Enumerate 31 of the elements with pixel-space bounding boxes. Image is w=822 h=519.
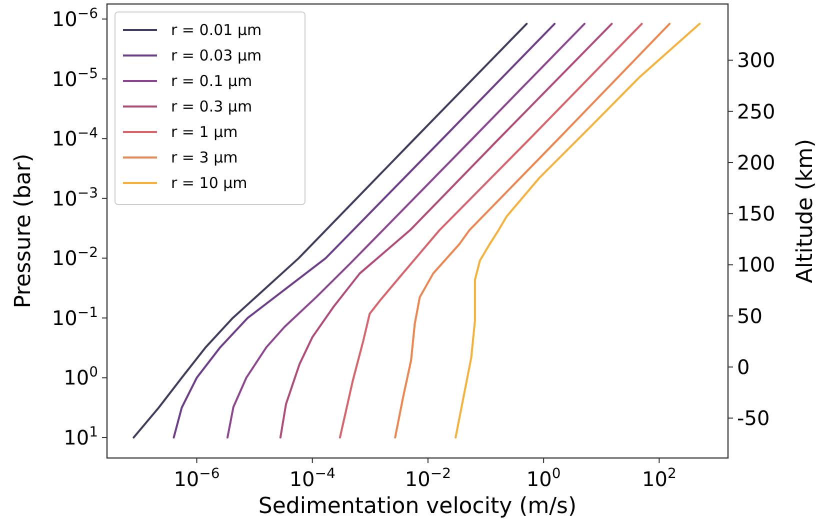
y-axis-title: Pressure (bar) bbox=[11, 154, 36, 308]
y2-tick-label: 100 bbox=[737, 252, 776, 277]
y2-tick-label: 250 bbox=[737, 99, 776, 124]
y-tick-label: 10$^{−5}$ bbox=[52, 66, 98, 91]
legend-label: r = 0.1 μm bbox=[171, 72, 252, 90]
y2-tick-label: 200 bbox=[737, 150, 776, 174]
legend-label: r = 10 μm bbox=[171, 174, 248, 192]
y2-tick-label: 50 bbox=[737, 304, 762, 328]
x-tick-label: 10$^{−6}$ bbox=[174, 466, 220, 491]
y2-tick-label: 300 bbox=[737, 48, 776, 72]
legend-label: r = 0.3 μm bbox=[171, 98, 252, 116]
x-tick-label: 10$^{2}$ bbox=[642, 466, 676, 491]
y2-tick-label: 0 bbox=[737, 354, 750, 379]
y-tick-label: 10$^{0}$ bbox=[64, 364, 98, 390]
y-tick-label: 10$^{−1}$ bbox=[52, 304, 98, 330]
y-tick-label: 10$^{−6}$ bbox=[52, 6, 98, 32]
legend-label: r = 3 μm bbox=[171, 148, 238, 166]
y-tick-label: 10$^{−2}$ bbox=[52, 245, 98, 270]
legend-label: r = 0.03 μm bbox=[171, 46, 262, 64]
legend-label: r = 0.01 μm bbox=[171, 21, 262, 39]
y2-tick-label: 150 bbox=[737, 202, 776, 226]
y2-axis-title: Altitude (km) bbox=[793, 138, 818, 284]
x-tick-label: 10$^{0}$ bbox=[526, 466, 561, 491]
x-tick-label: 10$^{−2}$ bbox=[404, 466, 452, 491]
y-tick-label: 10$^{−4}$ bbox=[52, 126, 98, 151]
legend-label: r = 1 μm bbox=[171, 123, 238, 141]
y2-tick-label: -50 bbox=[737, 406, 770, 430]
y-tick-label: 10$^{1}$ bbox=[64, 424, 98, 450]
x-axis-title: Sedimentation velocity (m/s) bbox=[258, 494, 577, 519]
x-tick-label: 10$^{−4}$ bbox=[289, 466, 336, 491]
y-tick-label: 10$^{−3}$ bbox=[52, 185, 98, 210]
